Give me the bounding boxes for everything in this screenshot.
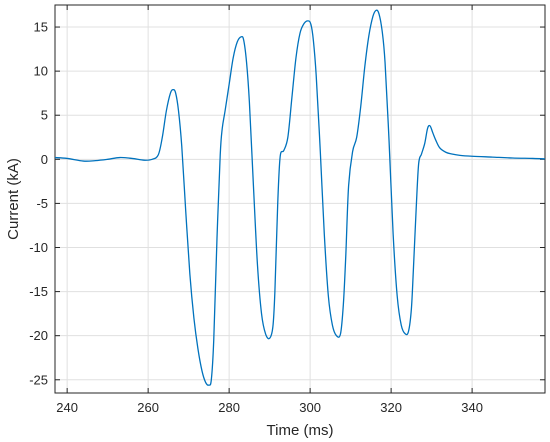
- y-tick-label: 0: [41, 152, 48, 167]
- y-tick-label: 5: [41, 108, 48, 123]
- y-tick-label: -10: [29, 240, 48, 255]
- y-tick-label: -5: [36, 196, 48, 211]
- series-group: [54, 9, 546, 386]
- x-axis-label: Time (ms): [267, 422, 334, 439]
- y-tick-label: 10: [34, 64, 48, 79]
- x-axis-ticks: 240 260 280 300 320 340: [56, 5, 483, 415]
- y-tick-label: -20: [29, 328, 48, 343]
- x-tick-label: 340: [461, 400, 483, 415]
- y-axis-ticks: -25 -20 -15 -10 -5 0 5 10 15: [29, 20, 545, 387]
- x-tick-label: 300: [299, 400, 321, 415]
- plot-frame: [54, 4, 546, 394]
- grid-lines: [55, 5, 545, 393]
- series-line: [54, 9, 546, 386]
- x-tick-label: 320: [380, 400, 402, 415]
- y-tick-label: -25: [29, 372, 48, 387]
- x-tick-label: 280: [218, 400, 240, 415]
- y-axis-label: Current (kA): [5, 158, 22, 240]
- y-tick-label: 15: [34, 20, 48, 35]
- y-tick-label: -15: [29, 284, 48, 299]
- x-tick-label: 240: [56, 400, 78, 415]
- x-tick-label: 260: [137, 400, 159, 415]
